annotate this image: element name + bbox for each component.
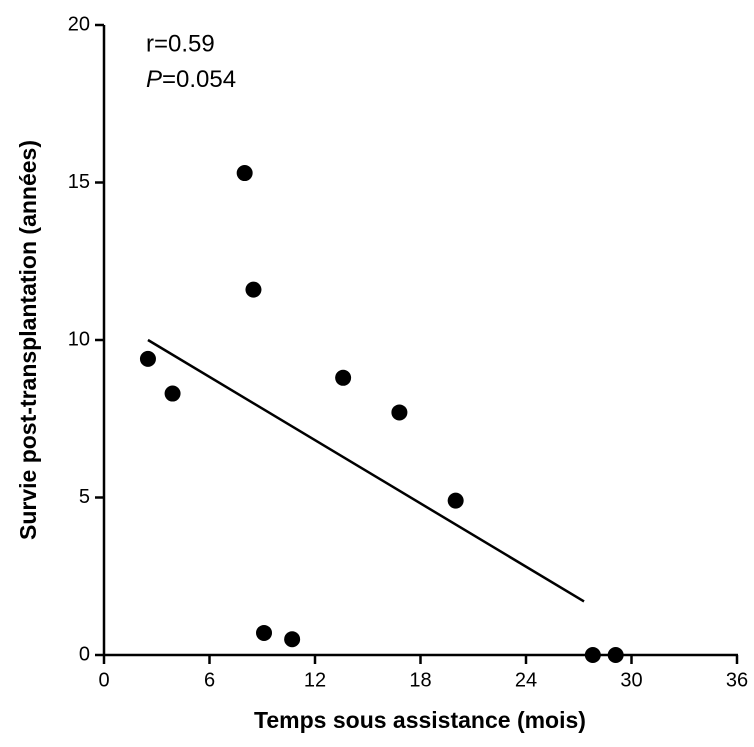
x-tick-label: 6 [204, 669, 215, 691]
point [447, 492, 464, 509]
annotation: r=0.59 [146, 30, 215, 57]
point [245, 281, 262, 298]
point [584, 647, 601, 663]
annotation: P=0.054 [146, 66, 236, 93]
y-tick-label: 15 [68, 171, 90, 193]
point [391, 404, 408, 421]
x-tick-label: 0 [98, 669, 109, 691]
y-tick-label: 0 [79, 643, 90, 665]
point [164, 385, 181, 402]
point [139, 350, 156, 367]
y-axis-title: Survie post-transplantation (années) [15, 140, 41, 540]
point [335, 369, 352, 386]
x-axis-title: Temps sous assistance (mois) [254, 707, 586, 733]
x-tick-label: 18 [409, 669, 431, 691]
point [236, 165, 253, 182]
x-tick-label: 12 [304, 669, 326, 691]
y-tick-label: 10 [68, 328, 90, 350]
fit-line [147, 338, 585, 603]
y-tick-label: 20 [68, 13, 90, 35]
x-tick-label: 36 [726, 669, 748, 691]
point [256, 624, 273, 641]
point [607, 647, 624, 663]
x-tick-label: 24 [515, 669, 537, 691]
x-tick-label: 30 [620, 669, 642, 691]
y-tick-label: 5 [79, 486, 90, 508]
point [284, 631, 301, 648]
